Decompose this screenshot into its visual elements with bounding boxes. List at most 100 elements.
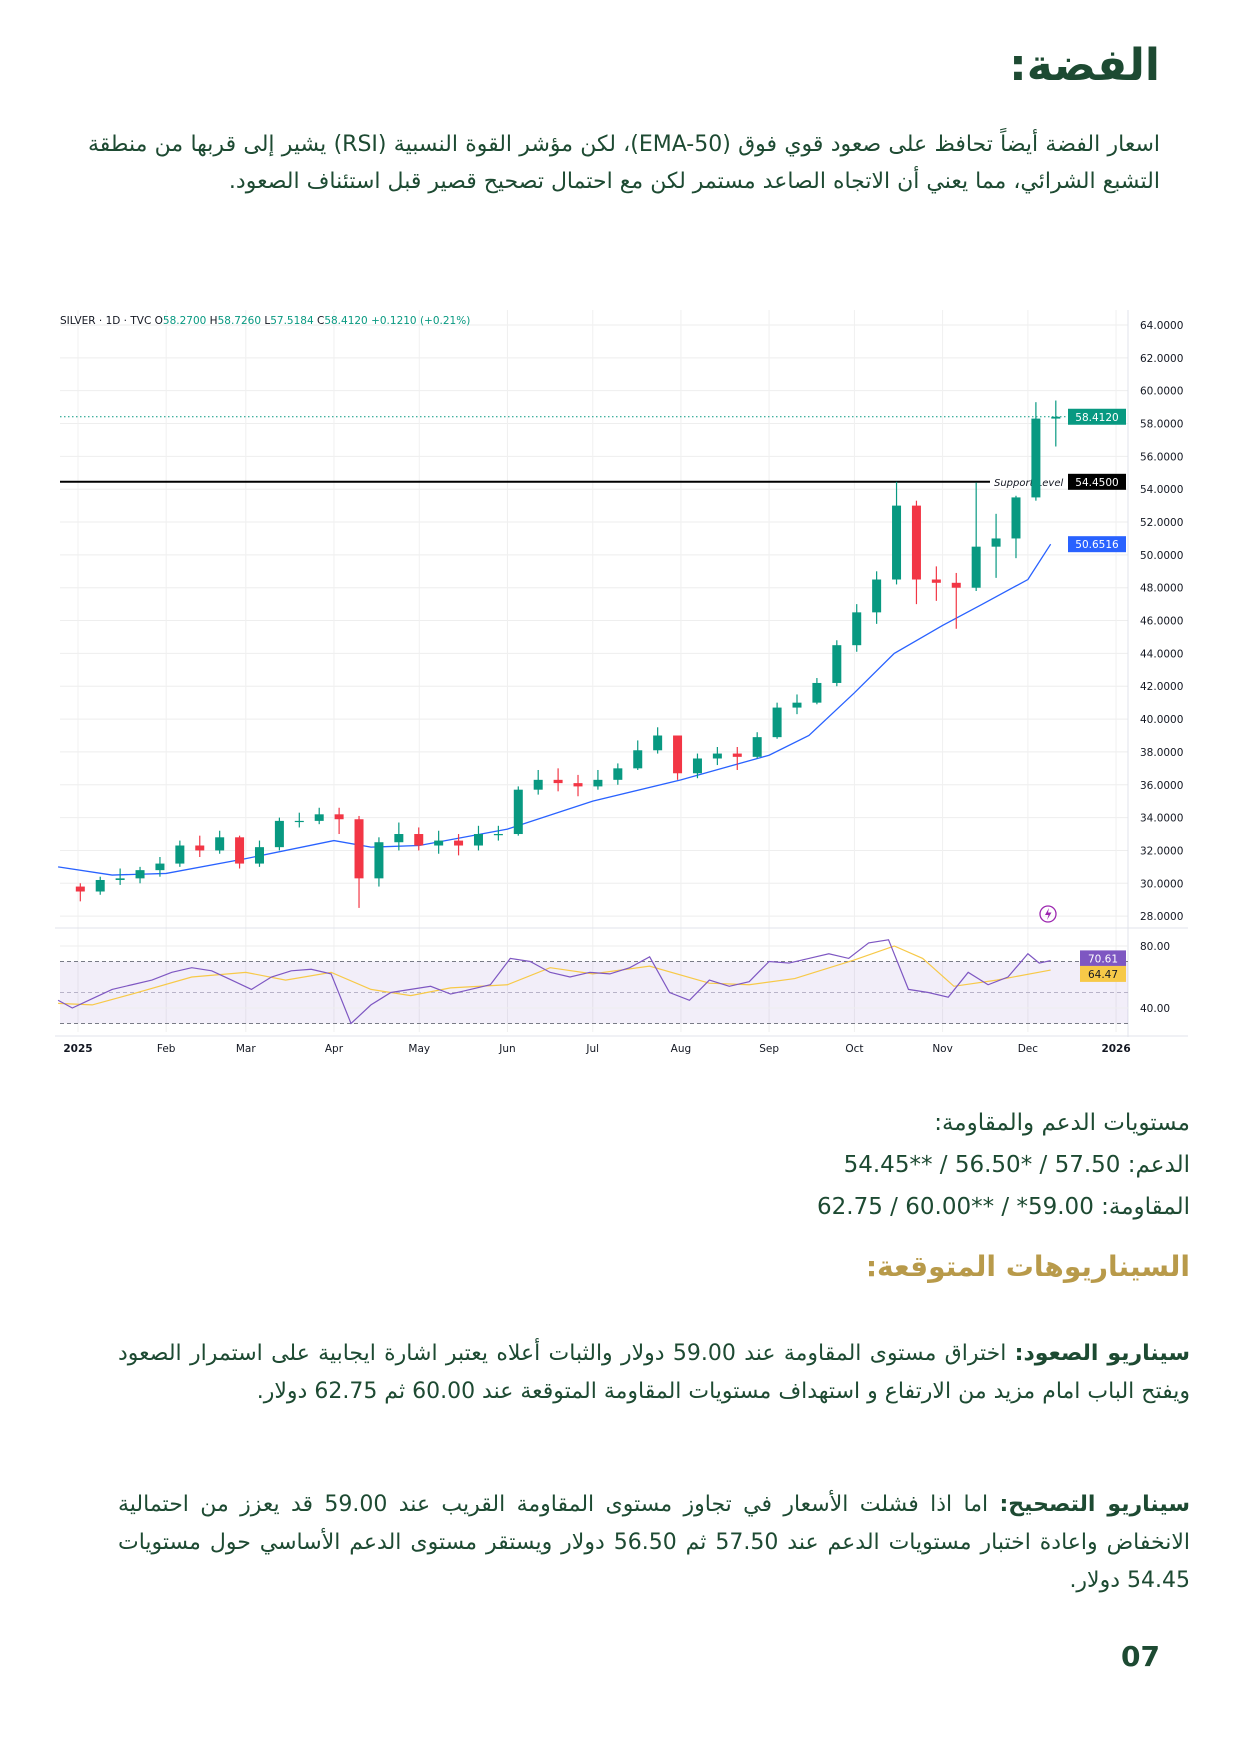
x-tick-label: Apr [325,1043,344,1055]
y-tick-label: 48.0000 [1140,583,1183,595]
y-tick-label: 30.0000 [1140,878,1183,890]
candle-body [653,735,663,751]
x-tick-label: Aug [671,1043,692,1055]
candle-body [732,753,742,757]
candle-body [115,878,125,880]
ema50-line [57,543,1052,876]
x-tick-label: Jun [498,1043,515,1055]
candle-body [414,834,424,846]
y-tick-label: 50.0000 [1140,550,1183,562]
rsi-ma-line [58,945,1051,1006]
y-tick-label: 42.0000 [1140,681,1183,693]
y-tick-label: 56.0000 [1140,451,1183,463]
candle-body [573,783,583,787]
candle-body [613,768,623,780]
candle-body [454,840,464,846]
candle-body [931,579,941,583]
candle-body [991,538,1001,547]
lightning-icon-bolt [1045,908,1052,920]
scenario-label: سيناريو الصعود: [1014,1341,1191,1366]
candle-body [215,837,225,851]
support-levels: الدعم: 57.50 / *56.50 / **54.45 [843,1152,1190,1178]
x-tick-label: Jul [585,1043,599,1055]
y-tick-label: 64.0000 [1140,320,1183,332]
rsi-tick-label: 80.00 [1140,941,1170,953]
candle-body [792,702,802,708]
candle-body [394,834,404,843]
x-tick-label: 2025 [63,1043,92,1055]
candle-body [892,505,902,580]
candle-body [832,645,842,683]
legend-value: C [317,315,324,327]
support-level-label: Support Level [994,478,1064,489]
x-tick-label: Dec [1018,1043,1039,1055]
candle-body [911,505,921,580]
candle-body [354,819,364,879]
scenario-text: اختراق مستوى المقاومة عند 59.00 دولار وا… [118,1341,1190,1404]
candle-body [274,820,284,848]
intro-paragraph: اسعار الفضة أيضاً تحافظ على صعود قوي فوق… [88,132,1161,194]
candle-body [294,820,304,823]
scenario-label: سيناريو التصحيح: [999,1492,1190,1517]
candle-body [135,870,145,879]
candle-body [593,779,603,787]
candle-body [772,707,782,738]
legend-value: 58.7260 [218,315,265,327]
levels-heading: مستويات الدعم والمقاومة: [934,1110,1190,1136]
support-resistance-levels: مستويات الدعم والمقاومة: الدعم: 57.50 / … [817,1102,1190,1228]
candle-body [1051,416,1061,419]
support-level-badge-bg [1068,473,1126,490]
scenario-correction: سيناريو التصحيح: اما اذا فشلت الأسعار في… [118,1486,1190,1600]
x-tick-label: Mar [236,1043,256,1055]
candle-body [95,879,105,892]
y-tick-label: 34.0000 [1140,813,1183,825]
y-tick-label: 46.0000 [1140,616,1183,628]
y-tick-label: 36.0000 [1140,780,1183,792]
candle-body [951,582,961,588]
candle-body [533,779,543,790]
x-tick-label: May [408,1043,430,1055]
rsi-line [57,939,1051,1025]
y-tick-label: 62.0000 [1140,353,1183,365]
rsi-value-badge-bg [1080,950,1126,967]
y-tick-label: 60.0000 [1140,386,1183,398]
y-tick-label: 54.0000 [1140,484,1183,496]
candle-body [872,579,882,613]
y-tick-label: 32.0000 [1140,845,1183,857]
x-tick-label: Nov [932,1043,953,1055]
support-level-badge: 54.4500 [1075,477,1118,489]
candle-body [513,789,523,835]
candle-body [1031,418,1041,498]
rsi-ma-badge-bg [1080,965,1126,982]
legend-value: +0.1210 (+0.21%) [371,315,470,327]
chart-legend: SILVER · 1D · TVC O58.2700 H58.7260 L57.… [60,315,470,327]
legend-value: 58.2700 [163,315,210,327]
candle-body [553,779,563,784]
x-tick-label: 2026 [1101,1043,1130,1055]
legend-value: 58.4120 [324,315,371,327]
rsi-value-badge: 70.61 [1088,953,1118,965]
candle-body [812,682,822,703]
candle-body [673,735,683,774]
lightning-icon [1039,905,1057,923]
y-tick-label: 38.0000 [1140,747,1183,759]
candle-body [334,814,344,820]
candle-body [75,886,85,892]
candle-body [155,863,165,871]
legend-value: O [155,315,163,327]
candle-body [971,546,981,588]
y-tick-label: 40.0000 [1140,714,1183,726]
candle-body [752,737,762,757]
candle-body [314,814,324,821]
candle-body [374,842,384,879]
scenario-bullish: سيناريو الصعود: اختراق مستوى المقاومة عن… [118,1335,1190,1411]
resistance-levels: المقاومة: 59.00* / **60.00 / 62.75 [817,1194,1190,1220]
y-tick-label: 58.0000 [1140,419,1183,431]
y-tick-label: 52.0000 [1140,517,1183,529]
candle-body [852,612,862,646]
rsi-ma-badge: 64.47 [1088,969,1118,981]
y-tick-label: 44.0000 [1140,648,1183,660]
legend-value: 57.5184 [270,315,317,327]
x-tick-label: Sep [759,1043,779,1055]
last-price-badge-bg [1068,408,1126,425]
